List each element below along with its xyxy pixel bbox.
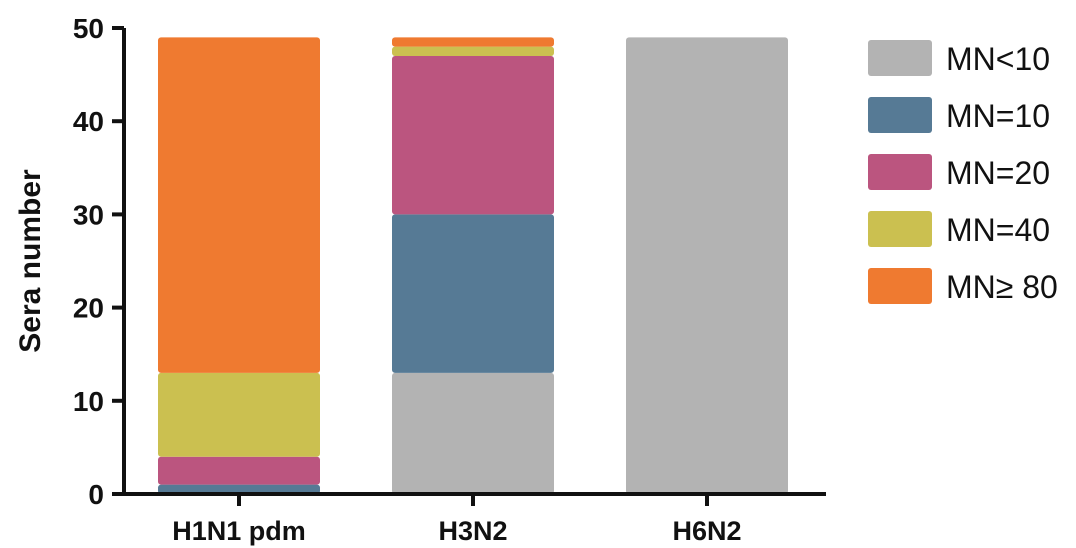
x-axis-ticks: H1N1 pdm H3N2 H6N2 bbox=[172, 494, 742, 546]
y-axis-ticks: 0 10 20 30 40 50 bbox=[73, 13, 124, 510]
legend-label: MN<10 bbox=[946, 41, 1050, 77]
y-tick-label: 0 bbox=[88, 479, 104, 510]
legend-label: MN=10 bbox=[946, 98, 1050, 134]
legend-label: MN=20 bbox=[946, 155, 1050, 191]
bar-segment bbox=[626, 37, 788, 494]
bar-segment bbox=[392, 55, 554, 215]
y-tick-label: 40 bbox=[73, 106, 104, 137]
y-tick-label: 10 bbox=[73, 386, 104, 417]
y-tick-label: 20 bbox=[73, 293, 104, 324]
legend-swatch bbox=[868, 97, 932, 133]
y-axis-label: Sera number bbox=[14, 169, 47, 353]
bar-segment bbox=[158, 372, 320, 457]
legend-swatch bbox=[868, 268, 932, 304]
y-tick-label: 50 bbox=[73, 13, 104, 44]
legend-label: MN=40 bbox=[946, 212, 1050, 248]
bar-segment bbox=[392, 46, 554, 56]
legend-swatch bbox=[868, 211, 932, 247]
bar-segment bbox=[392, 372, 554, 494]
legend-swatch bbox=[868, 40, 932, 76]
x-tick-label: H6N2 bbox=[672, 516, 741, 546]
legend-label: MN≥ 80 bbox=[946, 269, 1058, 305]
legend-swatch bbox=[868, 154, 932, 190]
bar-segment bbox=[158, 456, 320, 485]
bar-segment bbox=[158, 484, 320, 494]
x-tick-label: H1N1 pdm bbox=[172, 516, 306, 546]
y-tick-label: 30 bbox=[73, 199, 104, 230]
bar-segment bbox=[158, 37, 320, 373]
bars-layer bbox=[158, 37, 788, 494]
legend: MN<10 MN=10 MN=20 MN=40 MN≥ 80 bbox=[868, 40, 1058, 305]
bar-segment bbox=[392, 214, 554, 373]
x-tick-label: H3N2 bbox=[438, 516, 507, 546]
bar-segment bbox=[392, 37, 554, 47]
